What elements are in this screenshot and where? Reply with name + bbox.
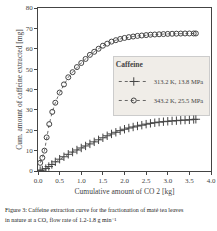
svg-text:50: 50 (26, 66, 34, 74)
svg-text:40: 40 (26, 86, 34, 94)
svg-text:Cum. amount of caffeine extrac: Cum. amount of caffeine extracted [mg] (15, 29, 24, 150)
svg-text:313.2 K, 13.8 MPa: 313.2 K, 13.8 MPa (154, 78, 204, 85)
svg-text:2.0: 2.0 (120, 177, 129, 185)
svg-text:10: 10 (26, 147, 34, 155)
svg-text:2.5: 2.5 (142, 177, 151, 185)
svg-text:80: 80 (26, 4, 34, 12)
svg-text:60: 60 (26, 45, 34, 53)
svg-text:1.0: 1.0 (77, 177, 86, 185)
svg-text:4.0: 4.0 (207, 177, 216, 185)
svg-text:in nature at a CO₂ flow rate o: in nature at a CO₂ flow rate of 1.2-1.8 … (5, 217, 117, 223)
svg-text:Caffeine: Caffeine (116, 60, 144, 69)
svg-text:70: 70 (26, 25, 34, 33)
svg-text:0.5: 0.5 (55, 177, 64, 185)
svg-text:30: 30 (26, 106, 34, 114)
svg-text:Figure 3: Caffeine extraction: Figure 3: Caffeine extraction curve for … (5, 207, 184, 213)
svg-text:343.2 K, 25.5 MPa: 343.2 K, 25.5 MPa (154, 97, 204, 104)
svg-text:3.5: 3.5 (185, 177, 194, 185)
svg-text:3.0: 3.0 (163, 177, 172, 185)
svg-text:Cumulative amount of CO 2 [kg]: Cumulative amount of CO 2 [kg] (75, 187, 175, 196)
svg-text:0.0: 0.0 (34, 177, 43, 185)
svg-text:1.5: 1.5 (99, 177, 108, 185)
svg-text:20: 20 (26, 127, 34, 135)
svg-text:0: 0 (29, 167, 33, 175)
